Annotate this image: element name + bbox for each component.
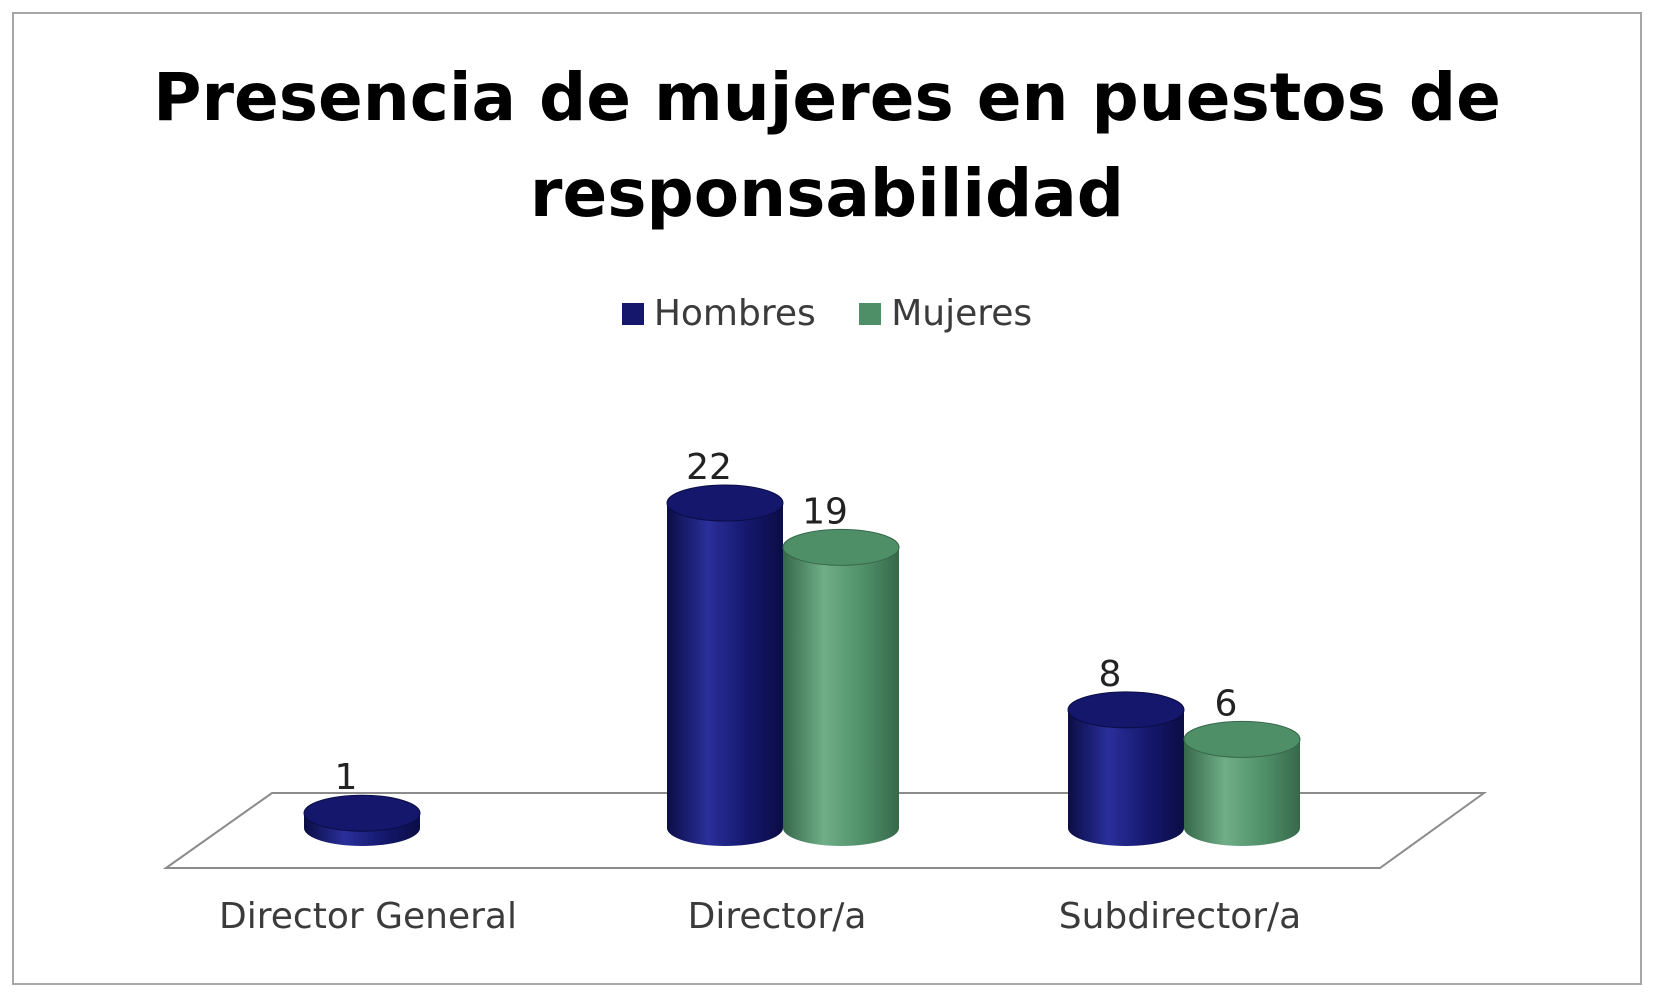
bar-body [1068, 709, 1184, 846]
legend: Hombres Mujeres [0, 292, 1654, 336]
legend-swatch-hombres [621, 303, 644, 325]
category-label-director-general: Director General [219, 896, 517, 937]
bar-body [667, 503, 783, 846]
bar-body [783, 547, 899, 846]
value-label-director-a-hombres: 22 [686, 447, 732, 488]
bar-director-a-hombres [666, 484, 784, 846]
category-labels-group: Director General Director/a Subdirector/a [219, 896, 1301, 937]
bar-director-general-hombres [303, 794, 421, 846]
bar-body [304, 813, 420, 846]
chart-title-line-1: Presencia de mujeres en puestos de [153, 59, 1501, 136]
bar-subdirector-a-hombres [1067, 691, 1185, 846]
chart-title-line-2: responsabilidad [529, 155, 1125, 232]
legend-label-hombres: Hombres [653, 293, 816, 334]
category-label-director-a: Director/a [688, 896, 867, 937]
value-label-director-a-mujeres: 19 [802, 491, 848, 532]
value-labels-group: 1 22 19 8 6 [335, 447, 1238, 798]
bar-top [666, 484, 784, 522]
value-label-subdirector-a-hombres: 8 [1099, 654, 1122, 695]
bar-top [303, 794, 421, 832]
legend-item-hombres: Hombres [621, 292, 816, 336]
bar-subdirector-a-mujeres [1183, 720, 1301, 846]
value-label-subdirector-a-mujeres: 6 [1215, 683, 1238, 724]
chart-title: Presencia de mujeres en puestos de respo… [0, 50, 1654, 242]
bar-director-a-mujeres [782, 528, 900, 846]
bars-group [303, 484, 1301, 846]
legend-label-mujeres: Mujeres [891, 293, 1033, 334]
legend-item-mujeres: Mujeres [859, 292, 1032, 336]
legend-swatch-mujeres [859, 303, 882, 325]
category-label-subdirector-a: Subdirector/a [1059, 896, 1301, 937]
bar-top [1067, 691, 1185, 729]
bar-top [782, 528, 900, 566]
bar-body [1184, 739, 1300, 846]
bar-top [1183, 720, 1301, 758]
value-label-director-general-hombres: 1 [335, 757, 358, 798]
